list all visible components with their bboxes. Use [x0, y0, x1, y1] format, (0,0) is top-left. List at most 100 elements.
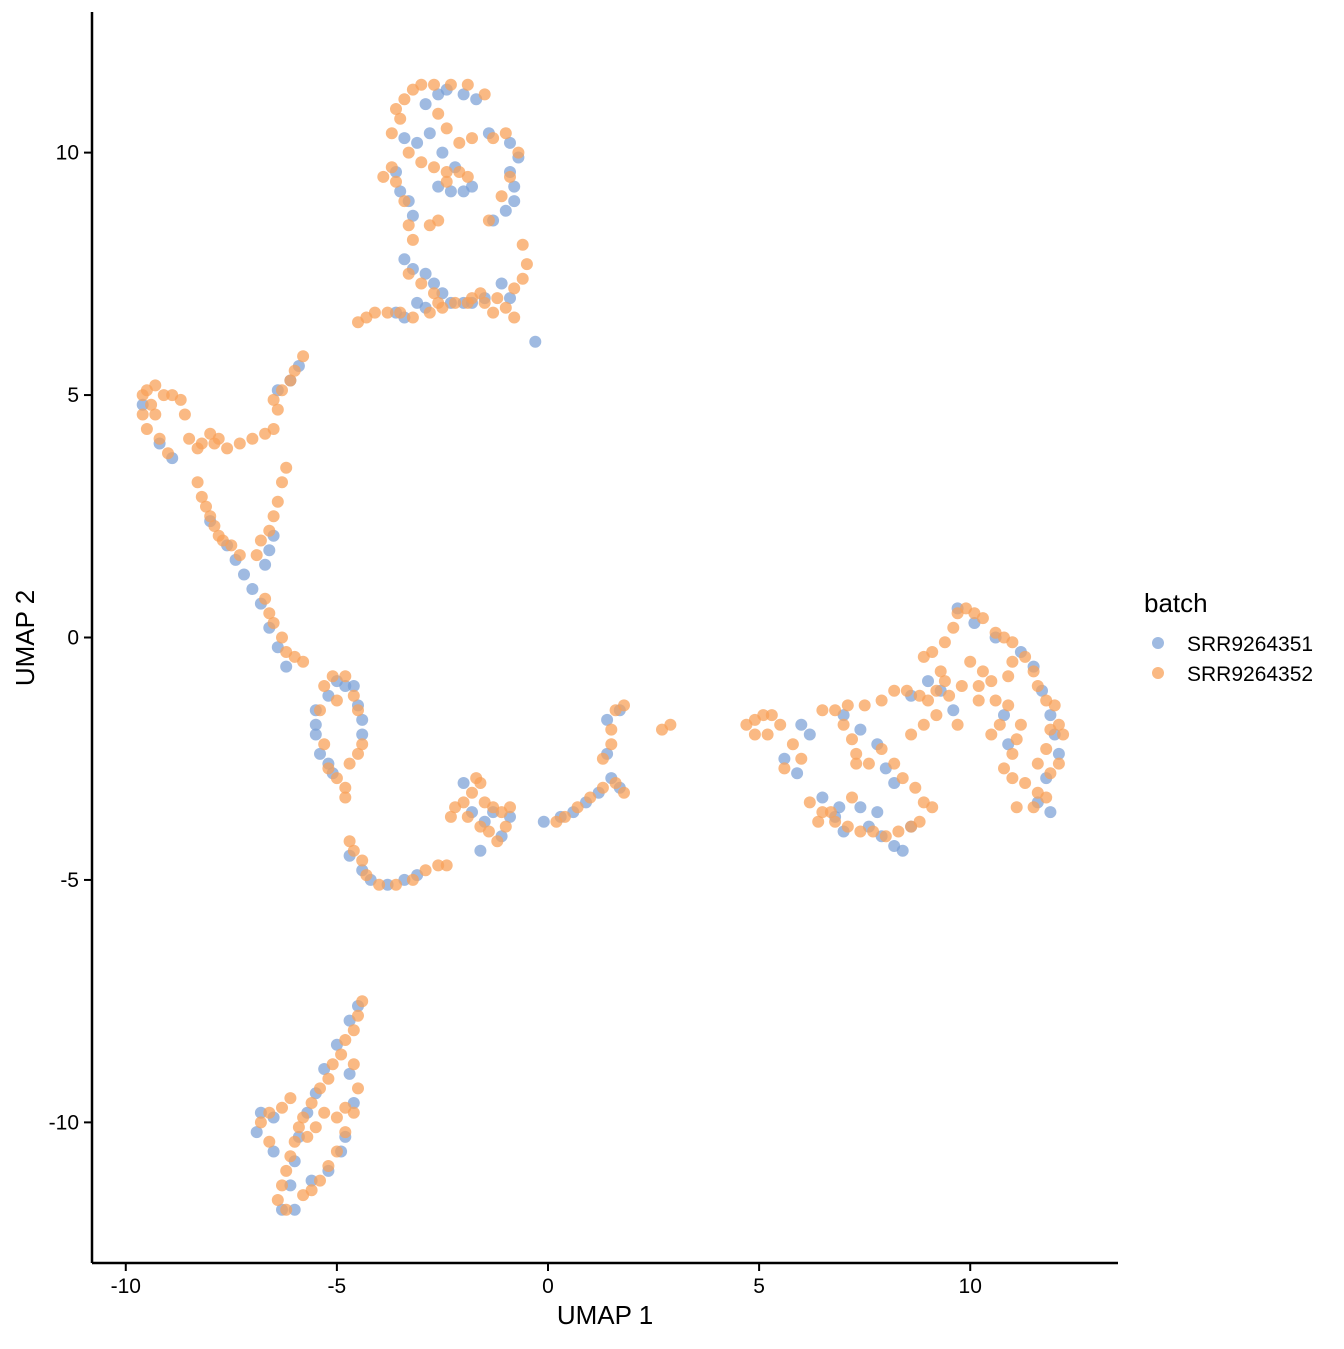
point-SRR9264352-175 [778, 762, 791, 775]
point-SRR9264352-32 [461, 170, 474, 183]
point-SRR9264352-8 [394, 112, 407, 125]
point-SRR9264352-186 [875, 743, 888, 755]
point-SRR9264352-176 [795, 752, 808, 765]
y-tick-label--10: -10 [49, 1111, 79, 1134]
y-ticks: -10 -5 0 5 10 [49, 142, 92, 1134]
point-SRR9264351-25 [466, 180, 478, 193]
point-SRR9264352-278 [271, 1194, 284, 1206]
point-SRR9264352-121 [347, 689, 360, 702]
point-SRR9264352-182 [846, 733, 858, 746]
point-SRR9264351-0 [419, 98, 432, 111]
point-SRR9264351-82 [474, 844, 487, 857]
point-SRR9264352-241 [934, 665, 947, 678]
y-tick-label-10: 10 [56, 142, 79, 165]
point-SRR9264352-275 [284, 1150, 297, 1163]
point-SRR9264351-131 [1044, 806, 1057, 819]
point-SRR9264352-115 [322, 762, 335, 775]
point-SRR9264352-87 [191, 442, 204, 455]
point-SRR9264352-34 [432, 214, 445, 227]
point-SRR9264352-90 [280, 461, 293, 474]
point-SRR9264352-268 [326, 1058, 339, 1071]
point-SRR9264352-189 [909, 781, 922, 794]
point-SRR9264352-105 [233, 549, 246, 562]
point-SRR9264352-89 [212, 432, 225, 445]
point-SRR9264352-22 [428, 161, 440, 174]
point-SRR9264352-45 [402, 267, 415, 280]
point-SRR9264352-13 [466, 132, 478, 145]
point-SRR9264352-147 [491, 835, 504, 848]
point-SRR9264352-107 [263, 607, 276, 620]
point-SRR9264352-293 [297, 1189, 310, 1202]
point-SRR9264351-95 [601, 713, 614, 726]
point-SRR9264352-124 [352, 747, 364, 760]
point-SRR9264352-54 [394, 306, 407, 319]
point-SRR9264351-114 [896, 844, 909, 857]
point-SRR9264351-98 [778, 752, 791, 765]
point-SRR9264352-129 [347, 844, 360, 857]
point-SRR9264352-254 [993, 718, 1006, 731]
point-SRR9264352-73 [145, 398, 158, 411]
point-SRR9264352-123 [356, 738, 369, 751]
point-SRR9264352-154 [558, 810, 571, 823]
point-SRR9264352-100 [204, 510, 217, 523]
point-SRR9264352-273 [292, 1121, 305, 1134]
point-SRR9264351-113 [871, 806, 884, 819]
point-SRR9264352-19 [482, 214, 495, 227]
point-SRR9264352-65 [271, 403, 284, 416]
point-SRR9264352-282 [263, 1106, 276, 1119]
point-SRR9264351-76 [381, 878, 394, 891]
point-SRR9264352-126 [318, 680, 331, 692]
point-SRR9264352-247 [1006, 772, 1019, 785]
y-tick-label--5: -5 [60, 869, 79, 892]
point-SRR9264351-97 [803, 728, 816, 741]
x-tick-label-0: 0 [542, 1275, 554, 1298]
point-SRR9264352-227 [1027, 665, 1040, 678]
point-SRR9264352-235 [964, 655, 977, 668]
point-SRR9264352-82 [221, 442, 234, 455]
legend-label-SRR9264352: SRR9264352 [1187, 663, 1313, 686]
point-SRR9264351-102 [854, 801, 867, 814]
point-SRR9264351-5 [398, 132, 411, 145]
point-SRR9264351-126 [1044, 709, 1057, 722]
point-SRR9264352-113 [314, 704, 326, 717]
point-SRR9264352-99 [200, 500, 212, 513]
point-SRR9264352-164 [618, 699, 630, 712]
point-SRR9264352-125 [343, 757, 356, 770]
point-SRR9264352-212 [930, 709, 943, 722]
point-SRR9264352-160 [596, 752, 609, 765]
point-SRR9264352-62 [284, 374, 297, 387]
point-SRR9264352-169 [757, 709, 770, 722]
point-SRR9264352-52 [368, 306, 381, 319]
point-SRR9264352-42 [487, 306, 500, 319]
point-SRR9264352-179 [841, 699, 854, 712]
point-SRR9264352-174 [786, 738, 799, 751]
y-axis-title: UMAP 2 [10, 590, 40, 686]
series-SRR9264352 [136, 78, 1070, 1216]
point-SRR9264352-210 [930, 684, 943, 697]
point-SRR9264352-106 [259, 592, 272, 605]
point-SRR9264352-56 [423, 306, 436, 319]
point-SRR9264352-133 [390, 878, 402, 891]
x-ticks: -10 -5 0 5 10 [111, 1263, 982, 1298]
point-SRR9264351-62 [309, 728, 322, 741]
point-SRR9264351-19 [508, 195, 521, 208]
point-SRR9264352-158 [609, 777, 622, 789]
point-SRR9264352-94 [263, 524, 276, 537]
point-SRR9264351-69 [356, 713, 369, 726]
point-SRR9264352-136 [432, 859, 445, 872]
point-SRR9264352-277 [276, 1179, 288, 1192]
point-SRR9264352-195 [841, 820, 854, 833]
point-SRR9264352-284 [284, 1092, 297, 1105]
point-SRR9264352-202 [812, 815, 825, 828]
point-SRR9264351-3 [457, 88, 470, 101]
point-SRR9264352-250 [1040, 791, 1053, 804]
point-SRR9264351-20 [499, 204, 512, 217]
point-SRR9264352-131 [360, 869, 373, 882]
point-SRR9264352-226 [1019, 650, 1032, 663]
point-SRR9264352-122 [352, 704, 364, 717]
point-SRR9264352-96 [250, 549, 263, 562]
point-SRR9264352-30 [440, 175, 453, 188]
point-SRR9264351-119 [947, 704, 960, 717]
point-SRR9264352-75 [136, 408, 149, 421]
point-SRR9264352-216 [926, 646, 939, 658]
